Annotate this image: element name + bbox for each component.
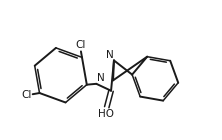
Text: Cl: Cl — [22, 90, 32, 100]
Text: HO: HO — [98, 109, 114, 119]
Text: N: N — [105, 50, 113, 60]
Text: N: N — [97, 73, 105, 83]
Text: Cl: Cl — [76, 40, 86, 50]
